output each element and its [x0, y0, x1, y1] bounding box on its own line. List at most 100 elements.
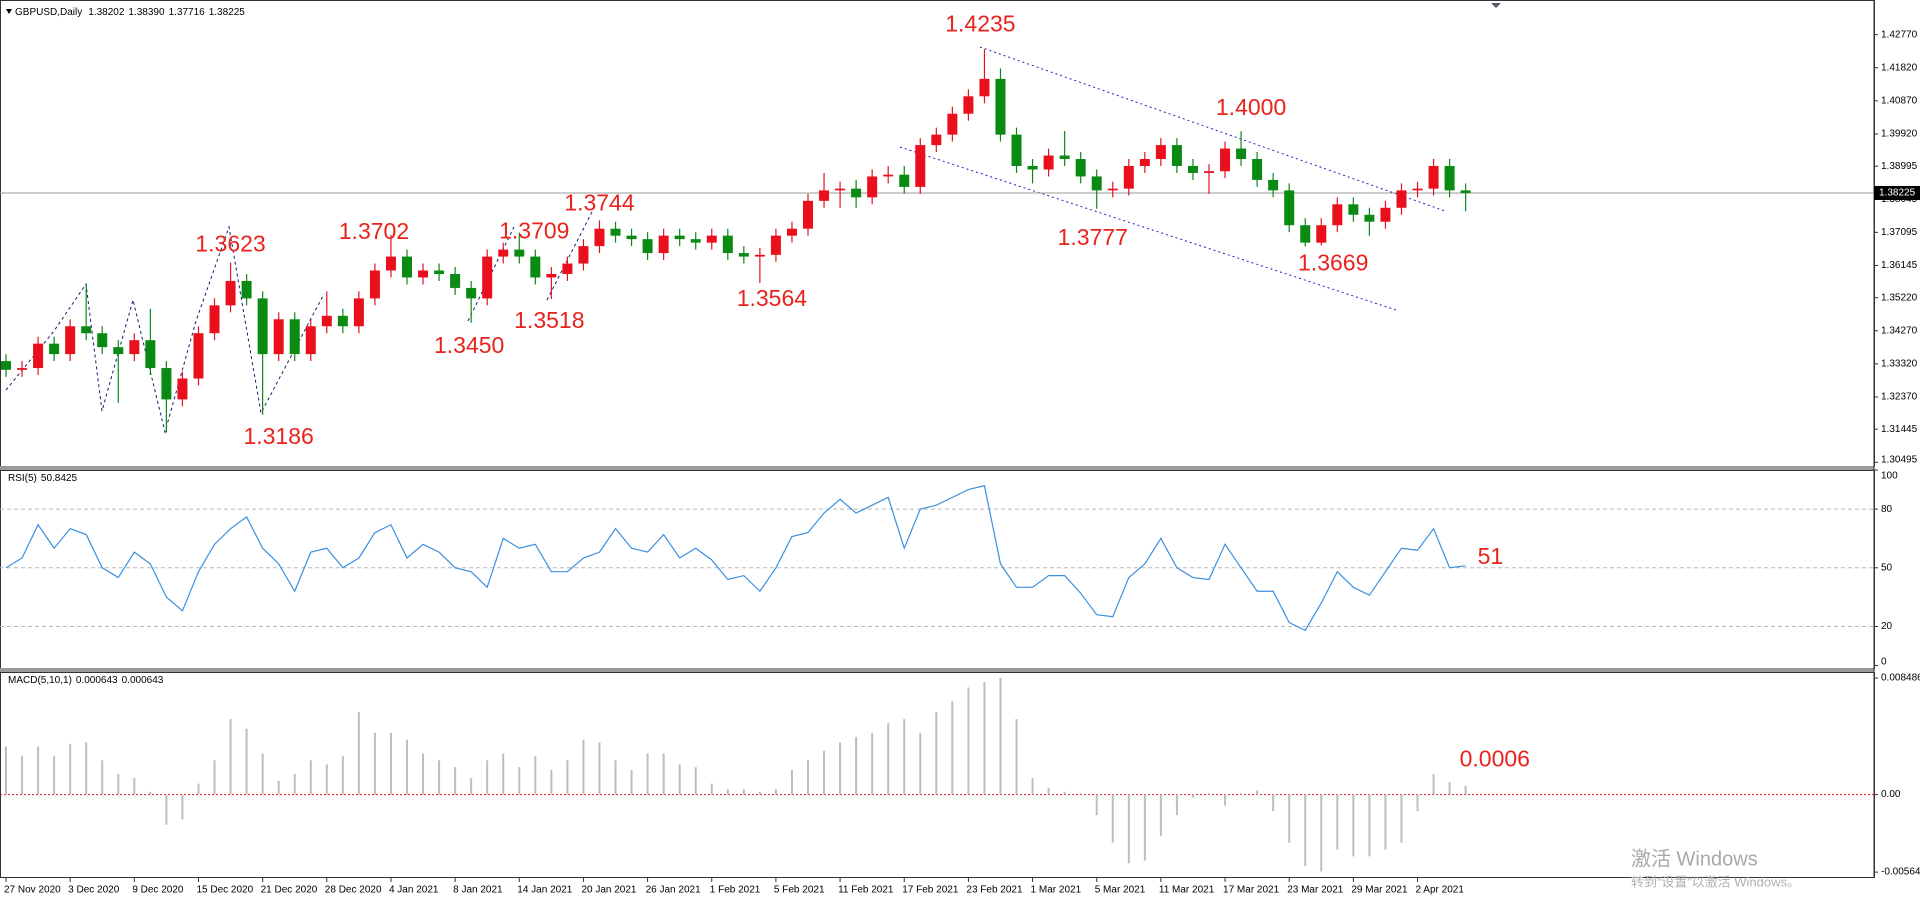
- candle-body: [803, 200, 813, 229]
- y-tick-label: 0.00: [1881, 789, 1901, 800]
- x-tick-label: 27 Nov 2020: [4, 885, 61, 896]
- macd-bar: [277, 780, 280, 795]
- candle-body: [835, 188, 846, 191]
- macd-bar: [486, 760, 489, 795]
- x-tick-label: 21 Dec 2020: [261, 885, 318, 896]
- macd-bar: [1047, 787, 1050, 795]
- macd-bar: [213, 760, 216, 795]
- candle-body: [642, 239, 653, 254]
- macd-title: MACD(5,10,1): [8, 675, 72, 686]
- candle-body: [514, 249, 525, 257]
- macd-header: MACD(5,10,1) 0.000643 0.000643: [8, 675, 164, 686]
- rsi-readout: 50.8425: [41, 473, 78, 484]
- macd-bar: [999, 677, 1002, 795]
- candle-body: [867, 176, 878, 198]
- candle-body: [161, 368, 172, 400]
- x-tick-label: 15 Dec 2020: [196, 885, 253, 896]
- macd-bar: [1400, 794, 1403, 843]
- candle-body: [626, 235, 637, 240]
- macd-bar: [438, 760, 441, 795]
- price-annotation: 1.3669: [1298, 250, 1368, 276]
- candle-body: [305, 326, 316, 355]
- signal-readout: 0.000643: [122, 675, 164, 686]
- candle-body: [65, 326, 76, 355]
- macd-bar: [1143, 794, 1146, 861]
- candle-body: [1268, 179, 1279, 191]
- macd-bar: [1063, 791, 1066, 795]
- candle-body: [1220, 148, 1231, 172]
- rsi-annotation: 51: [1478, 543, 1504, 569]
- candle-body: [594, 228, 605, 247]
- macd-bar: [357, 712, 360, 795]
- candle-body: [1, 361, 11, 370]
- price-annotation: 1.3709: [499, 218, 569, 244]
- candle-body: [337, 315, 348, 327]
- y-tick-label: 1.35220: [1881, 292, 1918, 303]
- candle-body: [257, 298, 268, 355]
- macd-bar: [1079, 793, 1082, 795]
- price-annotation: 1.4000: [1216, 94, 1286, 120]
- candle-body: [1236, 148, 1247, 160]
- candle-body: [482, 256, 493, 299]
- rsi-line: [5, 484, 1466, 632]
- macd-bar: [790, 769, 793, 795]
- macd-bar: [534, 756, 537, 795]
- macd-bar: [309, 760, 312, 795]
- y-tick-label: -0.005645: [1881, 867, 1920, 878]
- macd-bar: [149, 791, 152, 795]
- candle-body: [450, 273, 461, 288]
- price-annotation: 1.4235: [945, 10, 1015, 36]
- macd-bar: [101, 760, 104, 795]
- candle-body: [754, 254, 765, 257]
- price-annotation: 1.3564: [737, 285, 808, 311]
- macd-readout: 0.000643: [76, 675, 118, 686]
- candle-body: [1171, 145, 1182, 166]
- macd-bar: [935, 712, 938, 795]
- x-tick-label: 1 Feb 2021: [710, 885, 761, 896]
- candle-body: [49, 343, 60, 355]
- candle-body: [1428, 165, 1439, 189]
- candle-body: [353, 298, 364, 327]
- x-tick-label: 5 Feb 2021: [774, 885, 825, 896]
- macd-bar: [1464, 785, 1467, 795]
- macd-bar: [919, 732, 922, 795]
- x-tick-label: 23 Mar 2021: [1287, 885, 1344, 896]
- y-tick-label: 1.30495: [1881, 455, 1918, 466]
- candle-body: [1075, 159, 1086, 177]
- macd-bar: [662, 753, 665, 795]
- pane-separator: [0, 466, 1874, 470]
- y-tick-label: 1.42770: [1881, 29, 1918, 40]
- macd-bar: [855, 736, 858, 795]
- candle-body: [819, 190, 830, 201]
- macd-bar: [1159, 794, 1162, 836]
- candle-body: [1316, 225, 1327, 243]
- candle-body: [610, 228, 621, 236]
- x-tick-label: 17 Mar 2021: [1223, 885, 1280, 896]
- candle-body: [1155, 145, 1166, 160]
- watermark: 激活 Windows: [1631, 847, 1758, 870]
- macd-bar: [1352, 794, 1355, 857]
- x-tick-label: 1 Mar 2021: [1031, 885, 1082, 896]
- candle-body: [851, 188, 862, 198]
- macd-bar: [406, 739, 408, 795]
- x-tick-label: 9 Dec 2020: [132, 885, 184, 896]
- x-tick-label: 4 Jan 2021: [389, 885, 439, 896]
- macd-bar: [1304, 794, 1307, 867]
- candle-body: [1364, 214, 1375, 222]
- candle-body: [402, 256, 412, 278]
- macd-bar: [1208, 793, 1210, 795]
- candle-body: [658, 235, 669, 254]
- macd-bar: [694, 767, 697, 795]
- price-annotation: 1.3777: [1058, 224, 1128, 250]
- macd-bar: [1448, 782, 1451, 795]
- macd-bar: [710, 783, 713, 795]
- candle-body: [1444, 165, 1455, 191]
- x-tick-label: 17 Feb 2021: [902, 885, 959, 896]
- y-tick-label: 1.34270: [1881, 325, 1918, 336]
- candle-body: [947, 113, 958, 135]
- macd-bar: [1272, 794, 1275, 812]
- candle-body: [995, 78, 1006, 135]
- macd-bar: [1095, 794, 1098, 816]
- watermark: 转到“设置”以激活 Windows。: [1631, 874, 1800, 889]
